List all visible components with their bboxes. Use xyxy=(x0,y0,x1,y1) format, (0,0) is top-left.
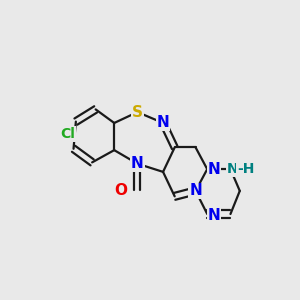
Text: O: O xyxy=(115,183,128,198)
Text: N: N xyxy=(208,162,220,177)
Text: Cl: Cl xyxy=(60,127,75,141)
Text: N: N xyxy=(131,156,144,171)
Text: -H: -H xyxy=(237,162,254,176)
Text: N: N xyxy=(189,183,202,198)
Text: N: N xyxy=(208,208,220,223)
Text: S: S xyxy=(132,105,143,120)
Text: N: N xyxy=(157,116,169,130)
Text: N: N xyxy=(227,162,238,176)
